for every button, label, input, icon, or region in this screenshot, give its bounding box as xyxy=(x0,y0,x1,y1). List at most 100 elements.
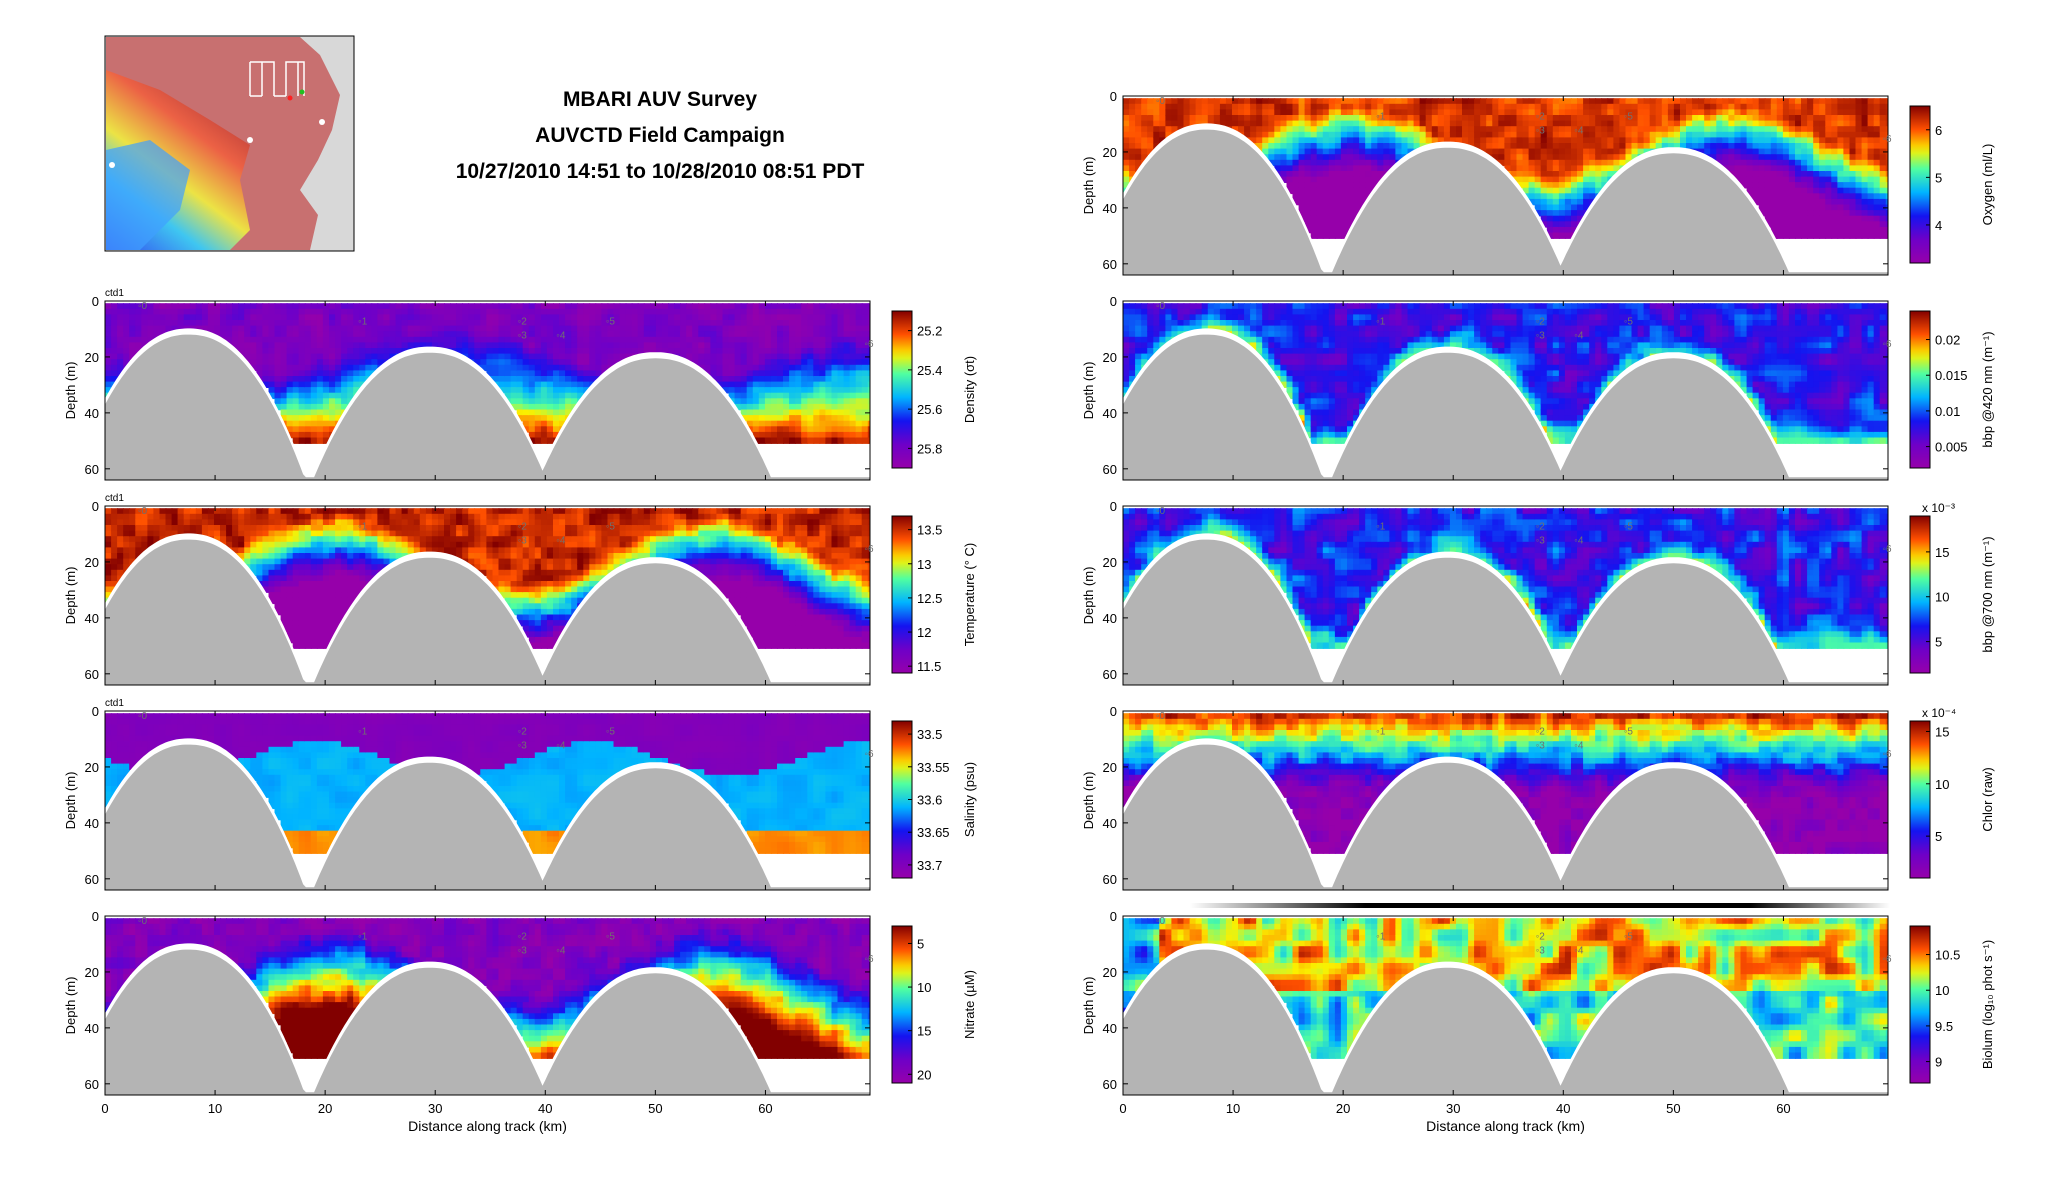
panel-chlor: 0 20 40 60 Depth (m) ◦0 ◦1 ◦2 ◦3 ◦4 ◦5 ◦6 15 10 5 x 10⁻… xyxy=(1081,704,1995,891)
biolum-station-label: ◦2 xyxy=(1536,932,1546,943)
temperature-seafloor xyxy=(105,539,870,685)
nitrate-station-label: ◦0 xyxy=(138,916,148,927)
oxygen-field xyxy=(1123,96,1888,275)
chlor-colorbar xyxy=(1909,720,1931,879)
density-station-label: ◦1 xyxy=(358,317,368,328)
oxygen-ytick-label: 40 xyxy=(1103,201,1117,216)
bbp700-station-label: ◦1 xyxy=(1376,522,1386,533)
salinity-station-label: ◦2 xyxy=(518,727,528,738)
oxygen-axes-frame xyxy=(1122,95,1889,276)
bbp700-station-label: ◦6 xyxy=(1882,544,1892,555)
biolum-colorbar-label: Biolum (log₁₀ phot s⁻¹) xyxy=(1980,940,1995,1069)
biolum-station-label: ◦0 xyxy=(1156,916,1166,927)
nitrate-xtick-label: 10 xyxy=(208,1101,222,1116)
salinity-station-label: ◦4 xyxy=(556,741,566,752)
bbp700-field xyxy=(1123,506,1888,685)
density-station-label: ◦2 xyxy=(518,317,528,328)
salinity-station-label: ◦3 xyxy=(518,741,528,752)
salinity-axes-frame xyxy=(104,710,871,891)
temperature-station-label: ◦6 xyxy=(864,544,874,555)
salinity-colorbar-tick-label: 33.55 xyxy=(917,760,950,775)
date-range: 10/27/2010 14:51 to 10/28/2010 08:51 PDT xyxy=(455,160,865,183)
nitrate-colorbar-label: Nitrate (µM) xyxy=(962,970,977,1039)
bbp700-colorbar-tick-label: 5 xyxy=(1935,635,1942,650)
density-field xyxy=(105,301,870,480)
panel-salinity: 0 20 40 60 Depth (m) ctd1 ◦0 ◦1 ◦2 ◦3 ◦4 ◦5 ◦6 33.5 33… xyxy=(63,698,977,891)
density-colorbar-tick-label: 25.8 xyxy=(917,441,942,456)
density-colorbar-tick-label: 25.6 xyxy=(917,402,942,417)
salinity-ytick-label: 60 xyxy=(85,872,99,887)
chlor-field xyxy=(1123,711,1888,890)
nitrate-station-label: ◦2 xyxy=(518,932,528,943)
density-station-label: ◦3 xyxy=(518,331,528,342)
bbp420-station-label: ◦1 xyxy=(1376,317,1386,328)
temperature-panel-label: ctd1 xyxy=(105,493,124,504)
density-ytick-label: 0 xyxy=(92,294,99,309)
biolum-seafloor xyxy=(1123,949,1888,1095)
chlor-station-label: ◦5 xyxy=(1624,727,1634,738)
salinity-ylabel: Depth (m) xyxy=(63,772,78,830)
bbp420-ytick-label: 40 xyxy=(1103,406,1117,421)
biolum-ylabel: Depth (m) xyxy=(1081,977,1096,1035)
bbp700-station-label: ◦4 xyxy=(1574,536,1584,547)
biolum-xtick-label: 30 xyxy=(1446,1101,1460,1116)
biolum-colorbar xyxy=(1909,925,1931,1084)
bbp420-ytick-label: 60 xyxy=(1103,462,1117,477)
temperature-station-label: ◦3 xyxy=(518,536,528,547)
bbp420-colorbar-tick-label: 0.01 xyxy=(1935,404,1960,419)
biolum-axes-frame xyxy=(1122,915,1889,1096)
temperature-field xyxy=(105,506,870,685)
nitrate-seafloor xyxy=(105,949,870,1095)
temperature-station-label: ◦4 xyxy=(556,536,566,547)
nitrate-xtick-label: 50 xyxy=(648,1101,662,1116)
salinity-colorbar-tick-label: 33.65 xyxy=(917,825,950,840)
bbp700-colorbar-multiplier: x 10⁻³ xyxy=(1922,501,1955,515)
temperature-axes-frame xyxy=(104,505,871,686)
bbp420-ylabel: Depth (m) xyxy=(1081,362,1096,420)
chlor-station-label: ◦0 xyxy=(1156,711,1166,722)
bbp700-station-label: ◦0 xyxy=(1156,506,1166,517)
oxygen-ylabel: Depth (m) xyxy=(1081,157,1096,215)
density-colorbar-tick-label: 25.2 xyxy=(917,324,942,339)
nitrate-station-label: ◦1 xyxy=(358,932,368,943)
nitrate-xtick-label: 20 xyxy=(318,1101,332,1116)
chlor-colorbar-multiplier: x 10⁻⁴ xyxy=(1922,706,1956,720)
nitrate-axes-frame xyxy=(104,915,871,1096)
main-title: MBARI AUV Survey xyxy=(562,88,758,111)
density-seafloor xyxy=(105,334,870,480)
nitrate-ytick-label: 40 xyxy=(85,1021,99,1036)
density-panel-label: ctd1 xyxy=(105,288,124,299)
nitrate-colorbar-tick-label: 20 xyxy=(917,1067,931,1082)
oxygen-station-label: ◦4 xyxy=(1574,126,1584,137)
biolum-station-label: ◦5 xyxy=(1624,932,1634,943)
bbp700-station-label: ◦2 xyxy=(1536,522,1546,533)
salinity-field xyxy=(105,711,870,890)
density-station-label: ◦6 xyxy=(864,339,874,350)
nitrate-xtick-label: 40 xyxy=(538,1101,552,1116)
biolum-station-label: ◦6 xyxy=(1882,954,1892,965)
bbp420-seafloor xyxy=(1123,334,1888,480)
nitrate-colorbar xyxy=(891,925,913,1084)
temperature-ytick-label: 60 xyxy=(85,667,99,682)
salinity-station-label: ◦1 xyxy=(358,727,368,738)
nitrate-field xyxy=(105,916,870,1095)
biolum-colorbar-tick-label: 10 xyxy=(1935,983,1949,998)
nitrate-station-label: ◦5 xyxy=(606,932,616,943)
bbp420-station-label: ◦2 xyxy=(1536,317,1546,328)
chlor-station-label: ◦3 xyxy=(1536,741,1546,752)
bbp420-ytick-label: 20 xyxy=(1103,350,1117,365)
bbp700-colorbar-label: bbp @700 nm (m⁻¹) xyxy=(1980,536,1995,652)
temperature-colorbar-tick-label: 13 xyxy=(917,557,931,572)
oxygen-station-label: ◦2 xyxy=(1536,112,1546,123)
salinity-panel-label: ctd1 xyxy=(105,698,124,709)
chlor-station-label: ◦4 xyxy=(1574,741,1584,752)
biolum-xtick-label: 60 xyxy=(1776,1101,1790,1116)
density-colorbar xyxy=(891,310,913,469)
temperature-colorbar xyxy=(891,515,913,674)
oxygen-station-label: ◦5 xyxy=(1624,112,1634,123)
biolum-ytick-label: 20 xyxy=(1103,965,1117,980)
biolum-ytick-label: 60 xyxy=(1103,1077,1117,1092)
oxygen-station-label: ◦6 xyxy=(1882,134,1892,145)
